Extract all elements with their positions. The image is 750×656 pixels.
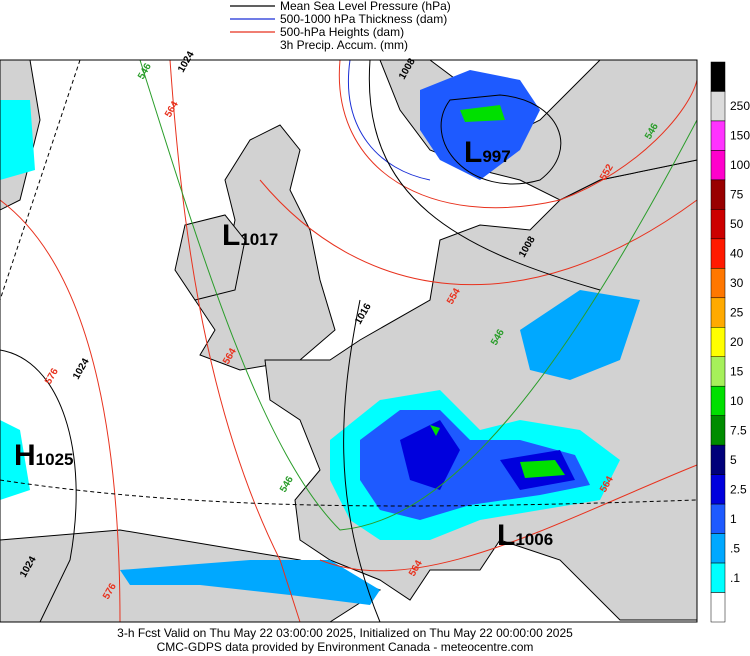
colorbar-swatch bbox=[710, 179, 726, 210]
height-contour bbox=[169, 59, 301, 623]
legend-label: Mean Sea Level Pressure (hPa) bbox=[280, 0, 451, 13]
pressure-center: H1025 bbox=[14, 439, 74, 472]
colorbar-label: 75 bbox=[730, 188, 744, 202]
center-letter: H bbox=[14, 439, 36, 472]
precip-spain bbox=[120, 560, 380, 605]
pressure-center: L997 bbox=[464, 136, 511, 169]
footer-line: 3-h Fcst Valid on Thu May 22 03:00:00 20… bbox=[117, 626, 573, 640]
colorbar-swatch bbox=[710, 474, 726, 505]
colorbar-label: 30 bbox=[730, 276, 744, 290]
precipitation bbox=[0, 70, 640, 605]
precip-west bbox=[0, 100, 35, 500]
colorbar-swatch bbox=[710, 91, 726, 122]
center-letter: L bbox=[497, 519, 515, 552]
colorbar-label: 20 bbox=[730, 335, 744, 349]
footer-line: CMC-GDPS data provided by Environment Ca… bbox=[157, 640, 534, 654]
ireland bbox=[174, 214, 246, 301]
center-value: 1006 bbox=[515, 530, 553, 549]
precip-green bbox=[430, 425, 565, 478]
pressure-contour bbox=[440, 94, 562, 185]
precip-north-core bbox=[460, 105, 505, 122]
colorbar-label: .1 bbox=[730, 571, 740, 585]
colorbar-swatch bbox=[710, 562, 726, 593]
colorbar-swatch bbox=[710, 385, 726, 416]
colorbar-swatch bbox=[710, 297, 726, 328]
center-value: 1017 bbox=[240, 230, 278, 249]
colorbar-swatch bbox=[710, 268, 726, 299]
height-contour bbox=[319, 464, 698, 572]
height-contour bbox=[0, 199, 121, 623]
colorbar-label: 1 bbox=[730, 512, 737, 526]
colorbar-label: .5 bbox=[730, 541, 740, 555]
pressure-contour bbox=[0, 59, 81, 301]
colorbar-swatch bbox=[710, 533, 726, 564]
pressure-contour bbox=[0, 479, 698, 507]
height-contour bbox=[338, 59, 698, 209]
colorbar-swatch bbox=[710, 209, 726, 240]
legend-label: 500-hPa Heights (dam) bbox=[280, 25, 404, 39]
contours bbox=[0, 59, 698, 623]
colorbar-swatch bbox=[710, 327, 726, 357]
colorbar-label: 25 bbox=[730, 306, 744, 320]
pressure-center: L1006 bbox=[497, 519, 553, 552]
colorbar-label: 15 bbox=[730, 364, 744, 378]
colorbar-label: 150 bbox=[730, 129, 750, 143]
colorbar-label: 10 bbox=[730, 394, 744, 408]
map-frame bbox=[0, 59, 698, 623]
legend-label: 500-1000 hPa Thickness (dam) bbox=[280, 12, 447, 26]
height-contour bbox=[259, 179, 698, 286]
pressure-center: L1017 bbox=[222, 219, 278, 252]
colorbar-swatch bbox=[710, 592, 726, 623]
center-letter: L bbox=[464, 136, 482, 169]
precip-east bbox=[520, 290, 640, 380]
colorbar-label: 7.5 bbox=[730, 423, 747, 437]
pressure-contour bbox=[343, 299, 381, 623]
colorbar-label: 50 bbox=[730, 217, 744, 231]
colorbar-label: 2.5 bbox=[730, 482, 747, 496]
legend-label: 3h Precip. Accum. (mm) bbox=[280, 38, 408, 52]
colorbar-swatch bbox=[710, 150, 726, 181]
colorbar-label: 100 bbox=[730, 158, 750, 172]
precip-north bbox=[420, 70, 540, 180]
thickness-contour bbox=[139, 59, 698, 531]
thickness-contour bbox=[348, 59, 431, 181]
center-value: 997 bbox=[482, 147, 510, 166]
pressure-contour bbox=[368, 59, 601, 291]
colorbar-label: 5 bbox=[730, 453, 737, 467]
colorbar-swatch bbox=[710, 61, 726, 92]
colorbar-swatch bbox=[710, 503, 726, 534]
colorbar-label: 250 bbox=[730, 99, 750, 113]
colorbar-swatch bbox=[710, 238, 726, 269]
colorbar-swatch bbox=[710, 444, 726, 475]
colorbar-label: 40 bbox=[730, 247, 744, 261]
colorbar-swatch bbox=[710, 415, 726, 446]
colorbar-swatch bbox=[710, 120, 726, 151]
pressure-contour bbox=[0, 349, 77, 623]
center-value: 1025 bbox=[36, 450, 74, 469]
center-letter: L bbox=[222, 219, 240, 252]
colorbar-swatch bbox=[710, 356, 726, 387]
